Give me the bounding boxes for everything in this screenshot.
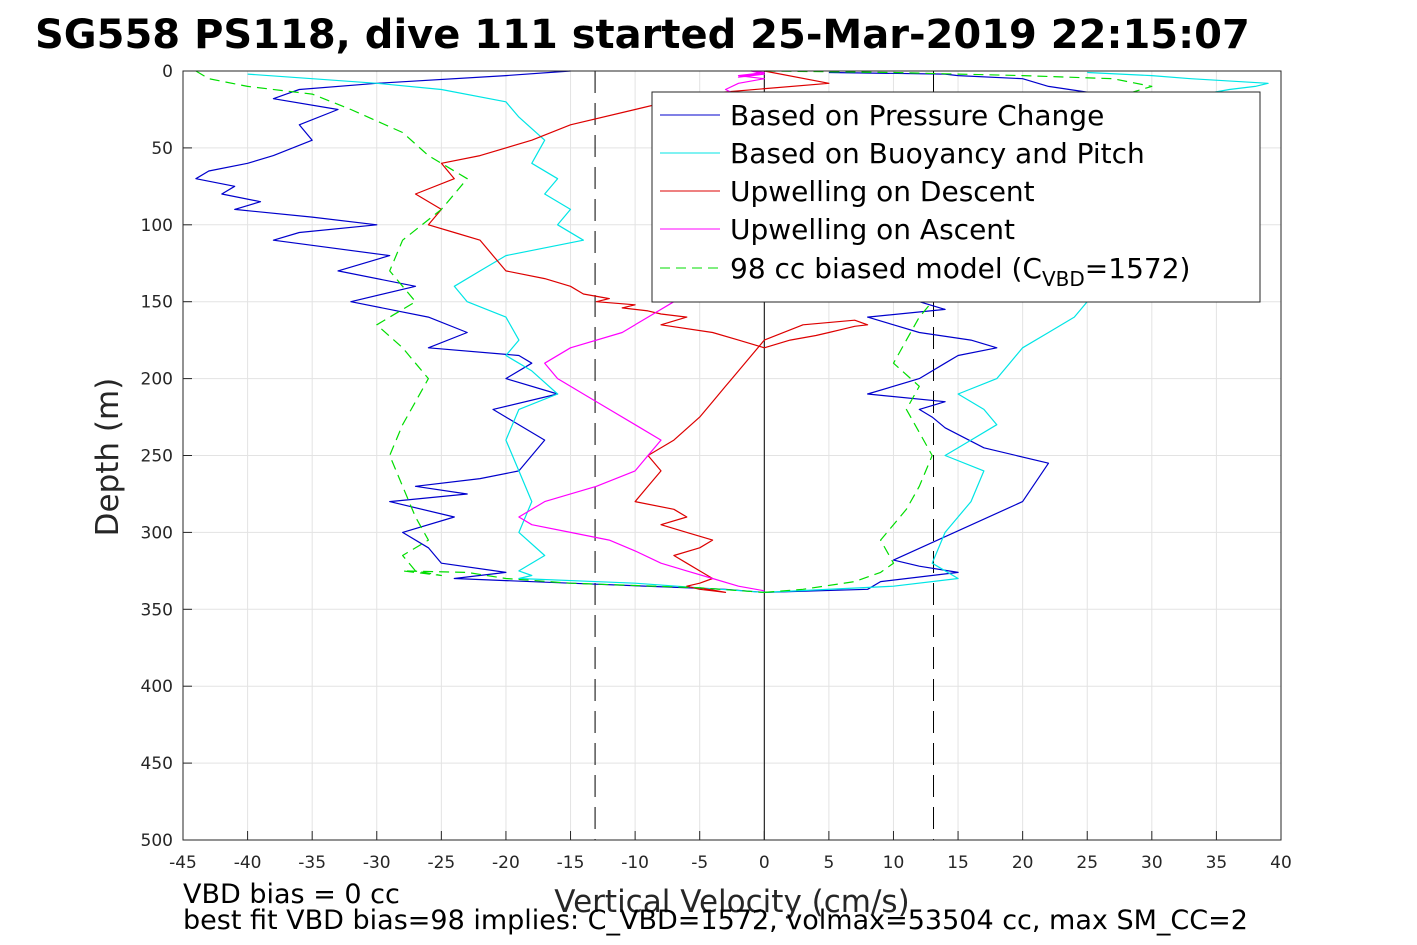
chart-title: SG558 PS118, dive 111 started 25-Mar-201… — [35, 12, 1250, 58]
y-tick-label: 450 — [141, 754, 173, 774]
x-tick-label: 25 — [1076, 853, 1098, 873]
x-tick-label: -20 — [492, 853, 520, 873]
series-line-1-branch-1 — [195, 70, 765, 593]
x-tick-label: -40 — [234, 853, 262, 873]
legend-label-pressure: Based on Pressure Change — [730, 99, 1104, 132]
legend-model-suffix: =1572) — [1085, 252, 1191, 285]
x-tick-label: -15 — [557, 853, 585, 873]
legend-label-descent: Upwelling on Descent — [730, 175, 1035, 208]
y-tick-label: 150 — [141, 293, 173, 313]
series-line-5-branch-2 — [764, 70, 1153, 593]
x-axis-label: Vertical Velocity (cm/s) — [554, 884, 909, 920]
legend-box — [651, 91, 1261, 303]
y-tick-label: 300 — [141, 523, 173, 543]
series-line-2-branch-1 — [247, 73, 765, 593]
x-tick-label: 5 — [823, 853, 834, 873]
x-tick-label: -30 — [363, 853, 391, 873]
legend-model-prefix: 98 cc biased model (C — [730, 252, 1042, 285]
legend-label-ascent: Upwelling on Ascent — [730, 213, 1015, 246]
x-tick-label: 30 — [1141, 853, 1163, 873]
annotation-vbd-bias: VBD bias = 0 cc — [183, 879, 400, 910]
series-line-4-branch-1 — [518, 70, 843, 592]
legend-label-model: 98 cc biased model (CVBD=1572) — [730, 252, 1190, 291]
x-tick-label: 0 — [759, 853, 770, 873]
y-axis-label: Depth (m) — [90, 378, 126, 537]
y-tick-label: 350 — [141, 600, 173, 620]
x-tick-label: -10 — [621, 853, 649, 873]
x-tick-label: -45 — [169, 853, 197, 873]
x-tick-label: 10 — [883, 853, 905, 873]
y-tick-label: 50 — [151, 139, 173, 159]
x-tick-label: 15 — [947, 853, 969, 873]
x-tick-label: -35 — [298, 853, 326, 873]
y-tick-label: 500 — [141, 831, 173, 851]
x-tick-label: 35 — [1206, 853, 1228, 873]
y-tick-label: 200 — [141, 370, 173, 390]
legend: Based on Pressure Change Based on Buoyan… — [651, 91, 1261, 303]
y-tick-label: 100 — [141, 216, 173, 236]
legend-model-subscript: VBD — [1042, 267, 1085, 291]
series-line-3-branch-1 — [414, 70, 869, 594]
series-line-5-branch-1 — [195, 70, 765, 593]
legend-label-buoyancy: Based on Buoyancy and Pitch — [730, 137, 1145, 170]
x-tick-label: -5 — [691, 853, 708, 873]
y-axis-ticks: 0 50 100 150 200 250 300 350 400 450 500 — [141, 62, 192, 851]
y-tick-label: 400 — [141, 677, 173, 697]
x-axis-ticks: -45 -40 -35 -30 -25 -20 -15 -10 -5 0 5 10 15 20 25 30 35… — [169, 831, 1292, 873]
y-tick-label: 0 — [162, 62, 173, 82]
annotation-best-fit: best fit VBD bias=98 implies: C_VBD=1572… — [183, 905, 1248, 936]
x-tick-label: 20 — [1012, 853, 1034, 873]
x-tick-label: 40 — [1270, 853, 1292, 873]
x-tick-label: -25 — [427, 853, 455, 873]
y-tick-label: 250 — [141, 447, 173, 467]
